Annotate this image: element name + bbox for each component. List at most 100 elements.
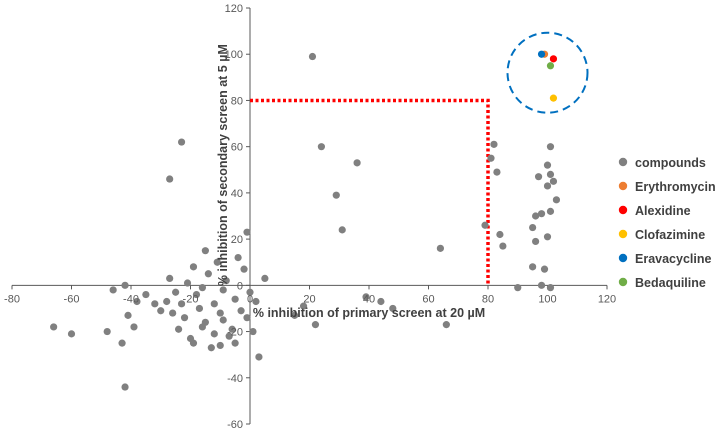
compound-point	[537, 281, 546, 289]
compound-point	[291, 311, 299, 319]
compound-point	[308, 52, 317, 61]
compound-point	[118, 339, 126, 347]
x-tick-label: 100	[538, 293, 556, 305]
compound-point	[177, 300, 186, 308]
compound-point	[353, 159, 361, 167]
compound-point	[183, 279, 192, 287]
compound-point	[195, 304, 204, 313]
compound-point	[133, 297, 141, 306]
compound-point	[50, 323, 58, 331]
compound-point	[240, 265, 248, 273]
compound-point	[389, 304, 397, 313]
y-tick-label: -20	[227, 327, 243, 339]
compound-point	[317, 143, 325, 151]
compound-point	[189, 263, 198, 271]
y-tick-label: 100	[225, 49, 243, 61]
compound-point	[225, 332, 233, 340]
legend-label: Erythromycin	[635, 180, 716, 194]
compound-point	[121, 383, 129, 391]
compound-point	[189, 339, 198, 347]
compound-point	[237, 307, 245, 315]
compound-point	[546, 284, 555, 292]
compound-point	[169, 309, 177, 317]
compound-point	[514, 284, 522, 292]
legend: compounds Erythromycin Alexidine Clofazimin…	[618, 156, 716, 290]
y-tick-label: -60	[227, 419, 243, 431]
compound-point	[166, 175, 174, 183]
compound-point	[207, 344, 215, 352]
x-tick-label: 60	[422, 293, 434, 305]
axes-layer	[11, 7, 608, 425]
compound-point	[213, 258, 221, 266]
hit-highlight-circle	[506, 31, 589, 114]
ticks-layer: -80 -60 -40 -20 0 20 40 60 80 100 120 -60 -40 -20 0 20 4…	[4, 3, 616, 431]
compound-point	[219, 286, 227, 294]
compound-point	[222, 277, 230, 285]
compound-point	[499, 242, 507, 250]
x-tick-label: 40	[363, 293, 375, 305]
compound-point	[534, 173, 543, 181]
compound-point	[228, 325, 236, 333]
compound-point	[532, 212, 540, 220]
compound-point	[201, 318, 209, 326]
bedaquiline-point	[546, 62, 555, 70]
compound-point	[192, 290, 201, 299]
compound-point	[243, 228, 251, 236]
compound-point	[540, 265, 549, 273]
compound-point	[529, 223, 537, 232]
compound-point	[219, 316, 227, 324]
compound-point	[532, 237, 540, 246]
compound-point	[234, 254, 242, 262]
compound-point	[243, 314, 251, 322]
y-tick-label: 120	[225, 3, 243, 15]
compound-point	[130, 323, 138, 331]
legend-marker	[618, 229, 628, 239]
compound-point	[362, 293, 370, 301]
compound-point	[252, 297, 260, 306]
compound-point	[180, 314, 189, 322]
compound-point	[546, 170, 555, 178]
compound-point	[261, 274, 269, 282]
x-axis-title: % inhibition of primary screen at 20 µM	[253, 306, 485, 320]
clofazimine-point	[549, 94, 558, 102]
compound-point	[231, 295, 239, 303]
compound-point	[172, 288, 180, 296]
compound-point	[166, 274, 174, 282]
compound-point	[537, 210, 546, 218]
compound-point	[493, 168, 501, 176]
x-tick-label: -20	[183, 293, 199, 305]
compound-point	[543, 182, 552, 190]
legend-marker	[618, 157, 628, 167]
compound-point	[177, 138, 186, 146]
compound-point	[216, 341, 224, 350]
compound-point	[210, 330, 218, 338]
x-tick-label: 80	[482, 293, 494, 305]
x-tick-label: -40	[123, 293, 139, 305]
compound-point	[163, 297, 171, 306]
x-tick-label: -60	[64, 293, 80, 305]
eravacycline-point	[537, 50, 546, 58]
legend-label: compounds	[635, 156, 706, 170]
threshold-layer	[250, 31, 589, 286]
legend-label: Alexidine	[635, 204, 691, 218]
compound-point	[543, 233, 552, 241]
x-tick-label: 0	[247, 293, 253, 305]
compound-point	[377, 297, 385, 306]
compound-point	[157, 307, 165, 315]
threshold-line	[250, 98, 490, 286]
x-tick-label: -80	[4, 293, 20, 305]
legend-marker	[618, 277, 628, 287]
compound-point	[487, 154, 495, 162]
compound-point	[549, 177, 558, 185]
y-tick-label: 60	[231, 142, 243, 154]
compound-point	[204, 270, 212, 278]
legend-label: Clofazimine	[635, 228, 705, 242]
compound-point	[216, 309, 224, 317]
compound-point	[481, 221, 489, 229]
y-tick-label: 20	[231, 234, 243, 246]
compound-point	[546, 207, 555, 215]
y-tick-label: 40	[231, 188, 243, 200]
compound-point	[231, 339, 239, 347]
compound-point	[255, 353, 263, 361]
